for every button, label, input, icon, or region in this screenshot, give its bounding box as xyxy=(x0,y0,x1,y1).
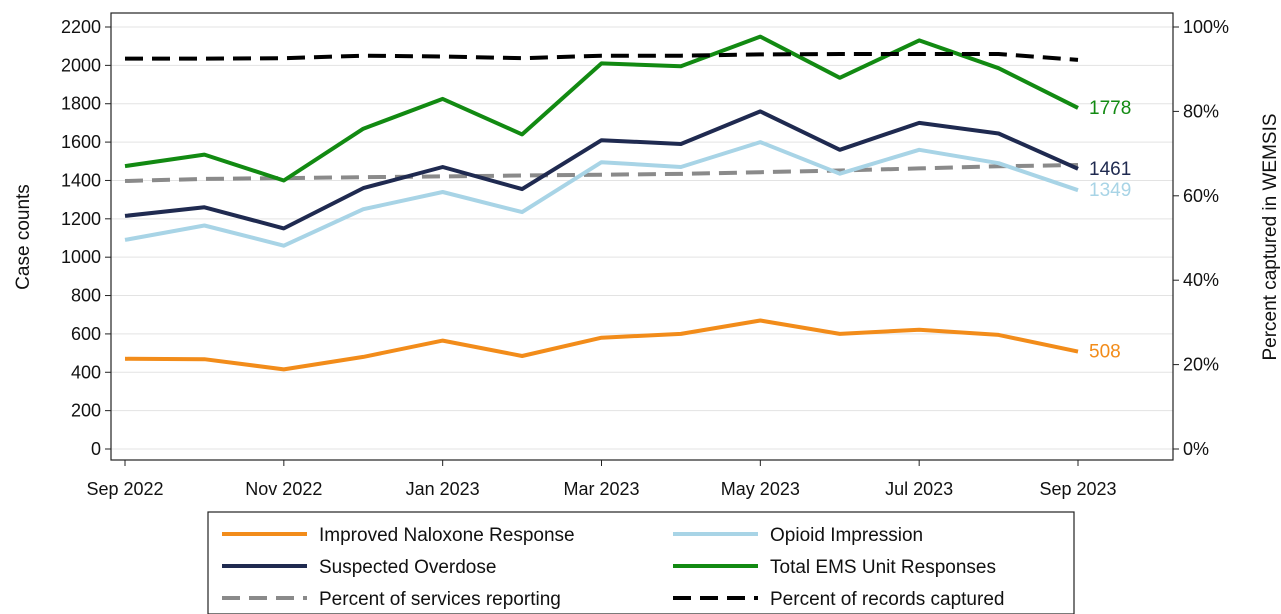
series-lines xyxy=(124,34,1079,372)
left-tick-label: 1000 xyxy=(61,247,101,267)
left-tick-label: 600 xyxy=(71,324,101,344)
right-tick-label: 20% xyxy=(1183,355,1219,375)
x-axis: Sep 2022 Nov 2022 Jan 2023 Mar 2023 May 2023… xyxy=(86,460,1117,499)
legend-label: Percent of services reporting xyxy=(319,589,561,610)
x-tick-label: May 2023 xyxy=(721,479,800,499)
x-tick-label: Jan 2023 xyxy=(406,479,480,499)
y-axis-right-title: Percent captured in WEMSIS xyxy=(1260,113,1281,360)
legend: Improved Naloxone Response Suspected Over… xyxy=(207,511,1075,614)
left-tick-label: 1200 xyxy=(61,209,101,229)
legend-box xyxy=(207,511,1075,614)
series-line xyxy=(124,34,1079,183)
left-tick-label: 2000 xyxy=(61,55,101,75)
series-end-label: 1778 xyxy=(1089,98,1131,119)
right-tick-label: 40% xyxy=(1183,270,1219,290)
series-end-label: 1461 xyxy=(1089,159,1131,180)
right-tick-label: 100% xyxy=(1183,17,1229,37)
plot-frame xyxy=(110,12,1174,461)
right-tick-label: 0% xyxy=(1183,439,1209,459)
left-tick-label: 0 xyxy=(91,439,101,459)
legend-label: Opioid Impression xyxy=(770,525,923,546)
left-tick-label: 1800 xyxy=(61,94,101,114)
right-tick-label: 80% xyxy=(1183,101,1219,121)
series-line xyxy=(125,52,1079,62)
right-tick-label: 60% xyxy=(1183,186,1219,206)
legend-label: Percent of records captured xyxy=(770,589,1004,610)
series-end-label: 1349 xyxy=(1089,180,1131,201)
right-y-axis: 0% 20% 40% 60% 80% 100% xyxy=(1173,17,1229,459)
y-axis-left-title: Case counts xyxy=(13,184,34,290)
x-tick-label: Mar 2023 xyxy=(563,479,639,499)
x-tick-label: Jul 2023 xyxy=(885,479,953,499)
series-line xyxy=(124,318,1079,372)
left-tick-label: 800 xyxy=(71,286,101,306)
left-y-axis: 0 200 400 600 800 1000 1200 1400 1600 1800 2000 220… xyxy=(61,17,111,459)
legend-label: Total EMS Unit Responses xyxy=(770,557,996,578)
gridlines xyxy=(111,26,1173,450)
x-tick-label: Sep 2023 xyxy=(1039,479,1116,499)
series-line xyxy=(124,109,1079,231)
legend-label: Improved Naloxone Response xyxy=(319,525,575,546)
x-tick-label: Sep 2022 xyxy=(86,479,163,499)
x-tick-label: Nov 2022 xyxy=(245,479,322,499)
series-end-label: 508 xyxy=(1089,342,1121,363)
left-tick-label: 1600 xyxy=(61,132,101,152)
left-tick-label: 1400 xyxy=(61,170,101,190)
series-line xyxy=(124,163,1079,183)
series-line xyxy=(124,140,1079,248)
left-tick-label: 400 xyxy=(71,362,101,382)
legend-label: Suspected Overdose xyxy=(319,557,496,578)
left-tick-label: 200 xyxy=(71,401,101,421)
left-tick-label: 2200 xyxy=(61,17,101,37)
